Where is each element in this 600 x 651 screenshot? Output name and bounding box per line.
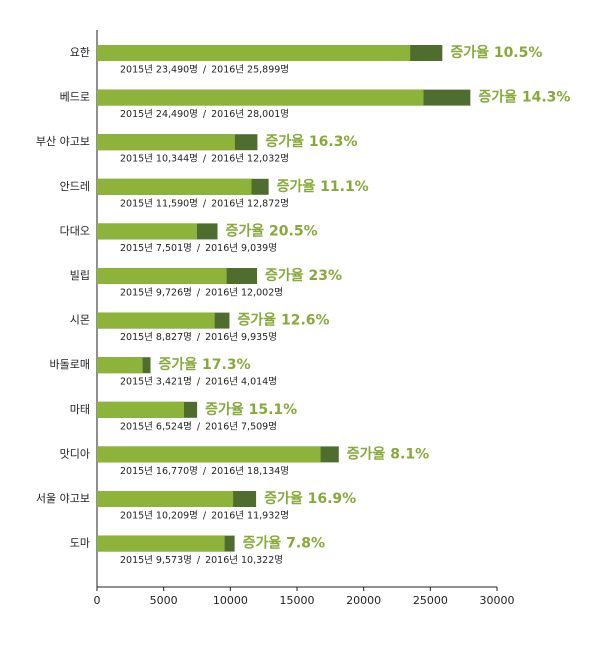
- value-label-2016: 2016년 18,134명: [211, 466, 289, 477]
- category-label: 다대오: [60, 224, 90, 237]
- growth-label: 증가율 11.1%: [277, 178, 369, 195]
- value-label-2015: 2015년 7,501명: [120, 243, 192, 254]
- value-label-2015: 2015년 23,490명: [120, 65, 198, 76]
- growth-label: 증가율 16.9%: [264, 490, 356, 507]
- growth-label: 증가율 14.3%: [478, 89, 570, 106]
- bar-2015: [97, 134, 235, 151]
- x-tick-label: 10000: [213, 594, 248, 607]
- value-label-2016: 2016년 7,509명: [205, 421, 277, 432]
- growth-label: 증가율 15.1%: [205, 401, 297, 418]
- label-separator: /: [203, 65, 207, 76]
- bar-2015: [97, 491, 234, 507]
- label-separator: /: [197, 555, 201, 566]
- label-separator: /: [197, 377, 201, 388]
- value-label-2015: 2015년 9,573명: [120, 555, 192, 566]
- value-label-2015: 2015년 16,770명: [120, 466, 198, 477]
- label-separator: /: [203, 511, 207, 522]
- category-label: 마태: [70, 403, 90, 416]
- value-label-2016: 2016년 12,002명: [205, 288, 283, 299]
- value-label-2016: 2016년 9,935명: [205, 332, 277, 343]
- bar-2015: [97, 446, 321, 463]
- x-tick-label: 0: [94, 594, 101, 607]
- label-separator: /: [197, 421, 201, 432]
- label-separator: /: [197, 288, 201, 299]
- bar-2015: [97, 535, 225, 552]
- x-tick-label: 30000: [480, 594, 515, 607]
- value-label-2015: 2015년 24,490명: [120, 109, 198, 120]
- category-label: 베드로: [60, 91, 90, 104]
- label-separator: /: [203, 466, 207, 477]
- bar-2015: [97, 268, 227, 284]
- value-label-2015: 2015년 11,590명: [120, 198, 198, 209]
- value-label-2016: 2016년 28,001명: [211, 109, 289, 120]
- growth-label: 증가율 10.5%: [450, 44, 542, 61]
- x-tick-label: 20000: [346, 594, 381, 607]
- value-label-2016: 2016년 12,872명: [211, 198, 289, 209]
- value-label-2016: 2016년 9,039명: [205, 243, 277, 254]
- value-label-2015: 2015년 9,726명: [120, 288, 192, 299]
- label-separator: /: [197, 243, 201, 254]
- growth-label: 증가율 7.8%: [243, 535, 325, 552]
- category-label: 맛디아: [60, 447, 90, 460]
- growth-label: 증가율 23%: [265, 267, 342, 284]
- bar-2015: [97, 178, 252, 195]
- value-label-2016: 2016년 25,899명: [211, 65, 289, 76]
- label-separator: /: [203, 154, 207, 165]
- x-tick-label: 25000: [413, 594, 448, 607]
- bar-2015: [97, 223, 198, 240]
- value-label-2016: 2016년 10,322명: [205, 555, 283, 566]
- category-label: 빌립: [70, 269, 90, 282]
- value-label-2015: 2015년 3,421명: [120, 377, 192, 388]
- growth-label: 증가율 8.1%: [347, 445, 429, 462]
- growth-label: 증가율 16.3%: [265, 133, 357, 150]
- category-label: 도마: [70, 537, 90, 550]
- bar-2015: [97, 357, 143, 374]
- value-label-2016: 2016년 11,932명: [211, 511, 289, 522]
- value-label-2015: 2015년 10,209명: [120, 511, 198, 522]
- growth-label: 증가율 17.3%: [159, 356, 251, 373]
- category-label: 시몬: [70, 314, 90, 327]
- category-label: 부산 야고보: [36, 135, 90, 148]
- value-label-2016: 2016년 12,032명: [211, 154, 289, 165]
- label-separator: /: [197, 332, 201, 343]
- growth-label: 증가율 20.5%: [226, 222, 318, 239]
- value-label-2015: 2015년 10,344명: [120, 154, 198, 165]
- bar-2015: [97, 89, 424, 106]
- label-separator: /: [203, 109, 207, 120]
- bar-2015: [97, 401, 184, 418]
- category-label: 서울 야고보: [36, 492, 90, 505]
- category-label: 요한: [70, 46, 90, 59]
- value-label-2015: 2015년 8,827명: [120, 332, 192, 343]
- category-label: 안드레: [60, 180, 90, 193]
- x-tick-label: 15000: [280, 594, 315, 607]
- value-label-2015: 2015년 6,524명: [120, 421, 192, 432]
- x-tick-label: 5000: [150, 594, 178, 607]
- bar-2015: [97, 45, 411, 61]
- growth-label: 증가율 12.6%: [237, 312, 329, 329]
- value-label-2016: 2016년 4,014명: [205, 377, 277, 388]
- bar-2015: [97, 312, 215, 329]
- label-separator: /: [203, 198, 207, 209]
- category-label: 바돌로매: [50, 358, 90, 371]
